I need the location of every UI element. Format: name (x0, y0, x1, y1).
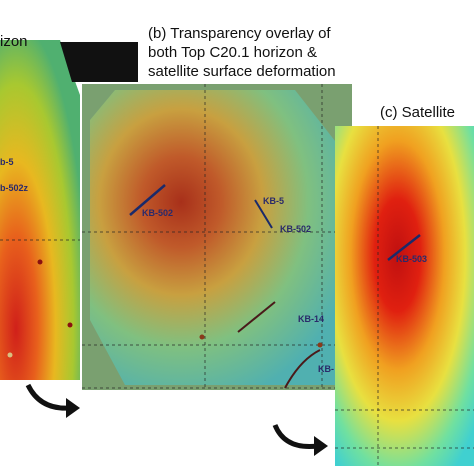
arrow (25, 383, 71, 411)
well-label: KB- (318, 364, 334, 374)
well-label: KB-503 (396, 254, 427, 264)
dark-band (60, 42, 138, 82)
well-path (237, 301, 276, 333)
panel-title: both Top C20.1 horizon & (148, 44, 317, 61)
well-label: KB-14 (298, 314, 324, 324)
well-label: b-502z (0, 183, 29, 193)
satellite-image (335, 126, 474, 466)
well-path (254, 199, 273, 229)
well-dot (67, 322, 73, 328)
well-dot (199, 334, 205, 340)
panel-title: (c) Satellite (380, 104, 455, 121)
arrow-head (66, 398, 80, 418)
well-dot (317, 342, 323, 348)
horizon-image (0, 40, 80, 380)
panel-c: (c) Satellite KB-503 (335, 104, 474, 466)
well-path (129, 184, 166, 216)
well-label: KB-502 (142, 208, 173, 218)
panel-title: (b) Transparency overlay of (148, 25, 331, 42)
well-label: b-5 (0, 157, 14, 167)
panel-title: izon (0, 33, 28, 50)
arrow (272, 423, 319, 450)
well-path (284, 349, 321, 389)
overlay-image (90, 90, 350, 385)
well-dot (7, 352, 13, 358)
well-label: KB-502 (280, 224, 311, 234)
panel-b: (b) Transparency overlay of both Top C20… (82, 25, 352, 390)
well-dot (37, 259, 43, 265)
panel-title: satellite surface deformation (148, 63, 336, 80)
well-path (387, 234, 421, 261)
well-label: KB-5 (263, 196, 284, 206)
arrow-head (314, 436, 328, 456)
panel-a: izon b-5 b-502z (0, 33, 138, 380)
